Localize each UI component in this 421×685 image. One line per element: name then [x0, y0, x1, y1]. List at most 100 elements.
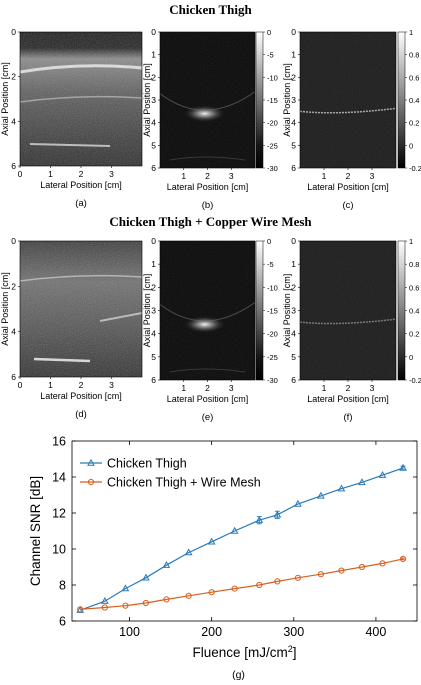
x-tick-label: 300	[283, 625, 304, 639]
x-axis-label-superscript: 2	[288, 644, 293, 654]
data-point	[122, 602, 129, 609]
colorbar-tick-label: -5	[267, 260, 274, 269]
x-tick-label: 1	[48, 380, 53, 390]
colorbar-tick-label: -30	[267, 164, 278, 173]
y-tick-label: 1	[291, 259, 296, 269]
x-axis-label: Lateral Position [cm]	[167, 182, 249, 192]
tissue-layer	[19, 95, 143, 103]
tissue-boundary	[19, 274, 143, 282]
series-1	[76, 463, 407, 613]
panel-label: (f)	[344, 412, 353, 423]
panel-label: (e)	[202, 412, 214, 423]
data-point	[379, 560, 386, 567]
y-tick-label: 2	[291, 282, 296, 292]
colorbar-tick-label: 0	[267, 28, 271, 37]
data-point	[338, 567, 345, 574]
y-tick-label: 3	[151, 95, 156, 105]
x-tick-label: 3	[109, 380, 114, 390]
signal-hotspot	[182, 104, 227, 123]
colorbar: 0 -5 -10 -15 -20 -25 -30	[255, 28, 278, 173]
colorbar-tick-label: -10	[267, 283, 278, 292]
y-tick-label: 5	[291, 352, 296, 362]
signal-arc	[159, 301, 256, 322]
x-tick-label: 1	[181, 383, 186, 393]
y-tick-label: 6	[291, 163, 296, 173]
y-tick-label: 6	[151, 375, 156, 385]
legend-marker	[87, 478, 95, 486]
wavefront	[299, 318, 397, 325]
y-tick-label: 0	[11, 27, 16, 37]
plot-frame	[71, 440, 418, 622]
series-line	[80, 558, 404, 610]
y-tick-label: 6	[11, 372, 16, 382]
colorbar-tick-label: 0	[267, 237, 271, 246]
y-axis-label: Axial Position [cm]	[142, 63, 152, 137]
figure-title-middle: Chicken Thigh + Copper Wire Mesh	[109, 214, 312, 229]
y-tick-label: 1	[151, 50, 156, 60]
y-axis-label: Axial Position [cm]	[142, 274, 152, 348]
colorbar-tick-label: 0.6	[409, 283, 419, 292]
y-tick-label: 0	[11, 236, 16, 246]
x-tick-label: 2	[346, 171, 351, 181]
y-tick-label: 6	[151, 163, 156, 173]
data-point	[294, 574, 301, 581]
signal-arc	[169, 156, 246, 161]
noise-texture	[160, 32, 255, 168]
data-point	[184, 548, 193, 556]
data-point	[273, 510, 282, 518]
x-axis-label: Lateral Position [cm]	[307, 394, 389, 404]
data-point	[208, 589, 215, 596]
data-point	[101, 604, 108, 611]
colorbar-tick-label: 0.6	[409, 73, 419, 82]
y-tick-label: 8	[59, 579, 66, 593]
data-point	[231, 585, 238, 592]
legend-label: Chicken Thigh + Wire Mesh	[107, 476, 261, 490]
data-point	[230, 526, 239, 534]
x-tick-label: 100	[119, 625, 140, 639]
signal-arc	[159, 91, 256, 111]
x-axis-label: Fluence [mJ/cm2]	[192, 644, 296, 660]
y-tick-label: 2	[11, 72, 16, 82]
y-tick-label: 0	[291, 27, 296, 37]
data-point	[163, 596, 170, 603]
data-point	[162, 560, 171, 568]
x-tick-label: 3	[229, 171, 234, 181]
colorbar-tick-label: -30	[267, 376, 278, 385]
y-axis-label: Axial Position [cm]	[282, 274, 292, 348]
panel-label: (g)	[232, 669, 245, 681]
y-tick-label: 3	[151, 306, 156, 316]
data-point	[399, 463, 407, 471]
colorbar-tick-label: 1	[409, 28, 413, 37]
x-tick-label: 3	[370, 171, 375, 181]
y-tick-label: 0	[151, 236, 156, 246]
colorbar-tick-label: 0.4	[409, 307, 419, 316]
y-tick-label: 1	[291, 50, 296, 60]
tissue-boundary	[19, 64, 143, 74]
data-point	[317, 571, 324, 578]
legend-marker	[87, 458, 95, 466]
speckle-texture	[20, 241, 142, 377]
colorbar-tick-label: 0	[409, 141, 413, 150]
figure-title-top: Chicken Thigh	[169, 2, 252, 17]
y-tick-label: 6	[59, 615, 66, 629]
y-tick-label: 2	[151, 282, 156, 292]
colorbar: 1 0.8 0.6 0.4 0.2 0 -0.2	[397, 237, 421, 385]
data-point	[337, 484, 346, 492]
y-tick-label: 4	[151, 329, 156, 339]
colorbar-gradient	[255, 31, 264, 169]
y-tick-label: 6	[291, 375, 296, 385]
data-point	[317, 491, 325, 499]
colorbar-gradient	[397, 240, 406, 381]
colorbar-tick-label: 0.8	[409, 51, 419, 60]
data-point	[185, 592, 192, 599]
data-point	[101, 596, 109, 604]
y-tick-label: 4	[11, 116, 16, 126]
colorbar-tick-label: 0.8	[409, 260, 419, 269]
x-tick-label: 2	[79, 380, 84, 390]
y-tick-label: 1	[151, 259, 156, 269]
x-axis-label: Lateral Position [cm]	[40, 391, 122, 401]
colorbar-gradient	[255, 240, 264, 381]
